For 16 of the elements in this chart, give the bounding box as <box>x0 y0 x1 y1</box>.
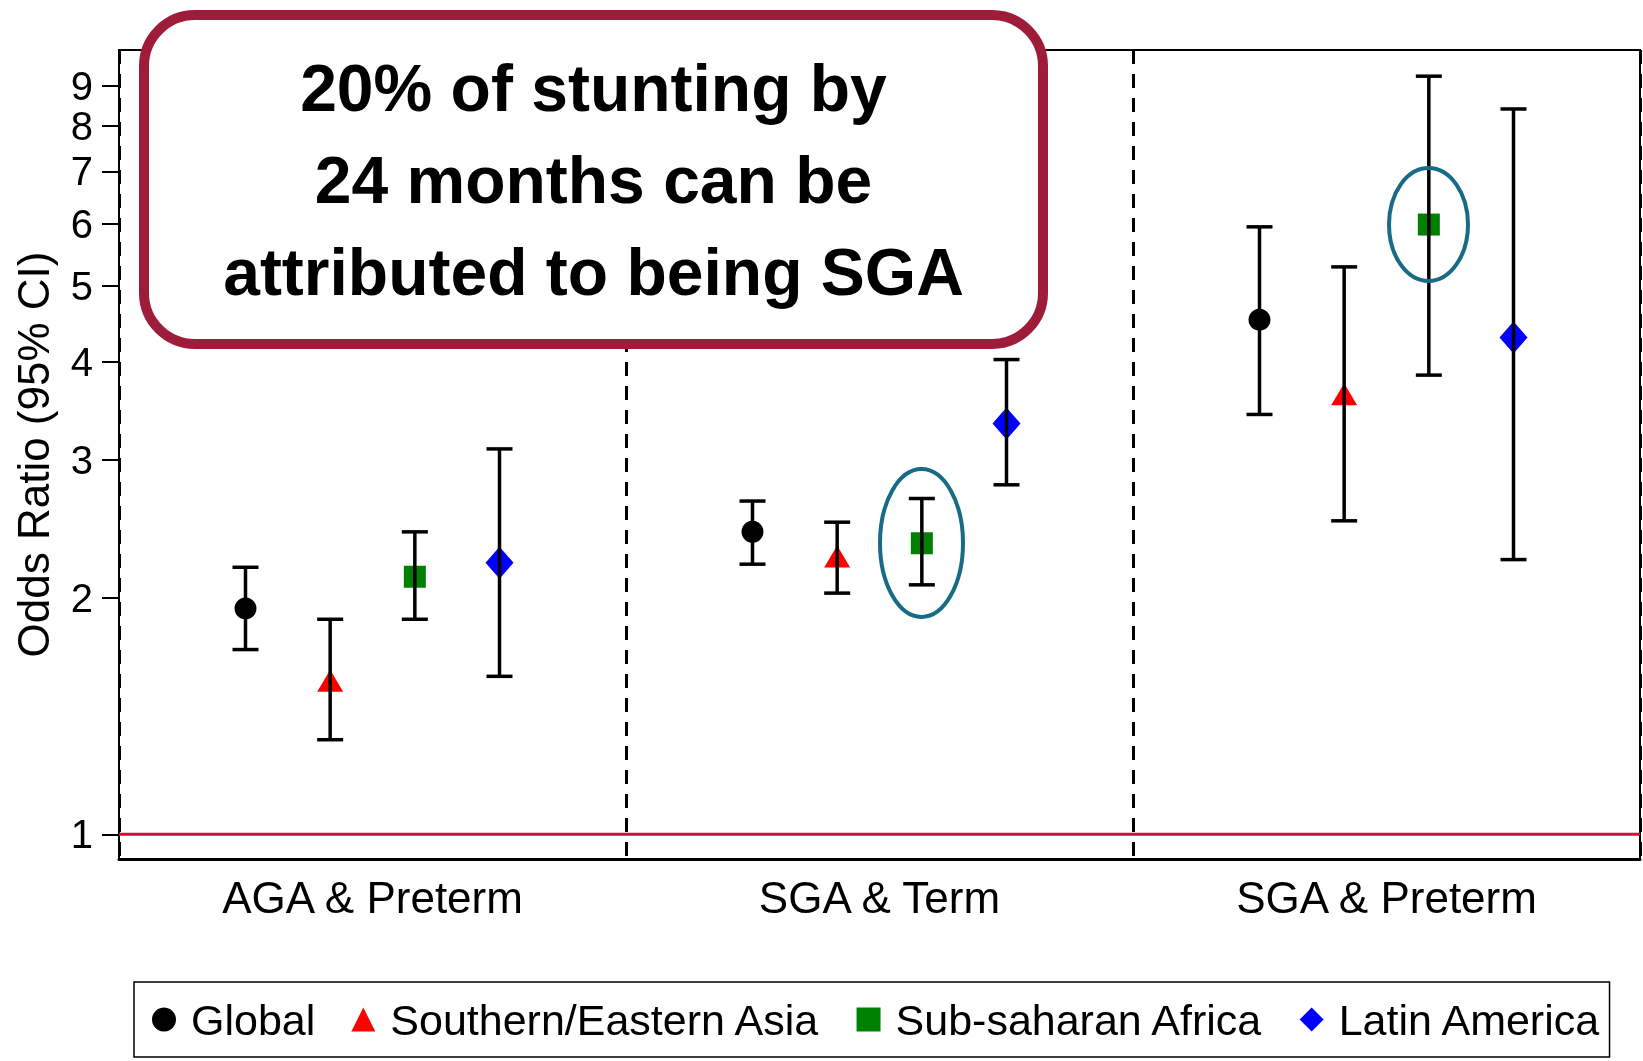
legend-label: Global <box>191 995 316 1044</box>
y-tick-label: 3 <box>70 438 93 483</box>
annotation: 20% of stunting by 24 months can be attributed to being SGA <box>222 49 965 311</box>
y-axis-title: Odds Ratio (95% CI) <box>8 251 58 658</box>
y-tick-label: 5 <box>70 264 93 309</box>
x-tick-label: SGA & Preterm <box>1236 872 1537 922</box>
legend-label: Latin America <box>1338 995 1600 1044</box>
y-tick-label: 2 <box>70 576 93 621</box>
legend-label: Sub-saharan Africa <box>895 995 1262 1044</box>
legend-label: Southern/Eastern Asia <box>390 995 819 1044</box>
y-tick-label: 6 <box>70 201 93 246</box>
x-tick-label: SGA & Term <box>758 872 1001 922</box>
y-tick-label: 4 <box>70 340 93 385</box>
y-tick-label: 7 <box>70 149 93 194</box>
x-tick-label: AGA & Preterm <box>222 872 523 922</box>
y-tick-label: 1 <box>70 812 93 857</box>
